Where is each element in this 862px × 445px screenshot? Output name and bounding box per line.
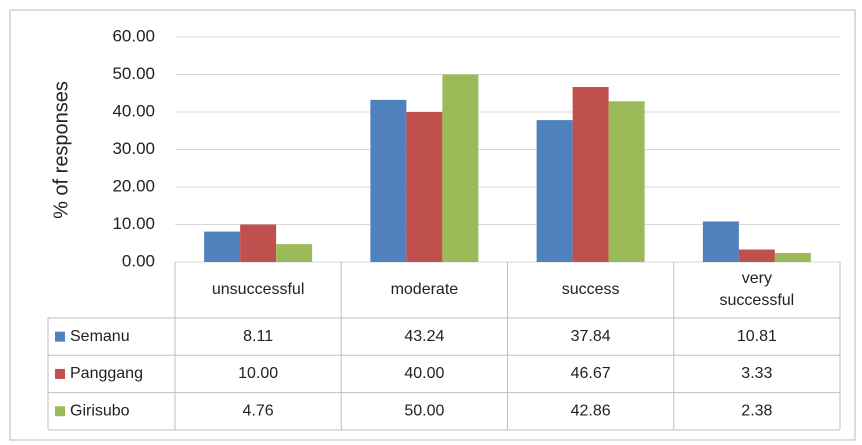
bar — [276, 244, 313, 262]
category-cell: success — [561, 281, 620, 298]
data-label: 40.00 — [404, 365, 444, 382]
bar — [738, 249, 775, 262]
data-label: 2.38 — [741, 402, 772, 419]
bar — [370, 99, 407, 262]
y-tick-label: 40.00 — [112, 101, 155, 120]
data-label: 8.11 — [243, 328, 273, 345]
y-axis-label: % of responses — [50, 81, 72, 219]
y-tick-label: 30.00 — [112, 139, 155, 158]
data-label: 46.67 — [571, 365, 611, 382]
bar — [702, 221, 739, 262]
category-cell: unsuccessful — [211, 281, 305, 298]
bar — [406, 112, 443, 262]
data-label: 37.84 — [571, 328, 611, 345]
category-cell: very successful — [719, 270, 795, 309]
x-tick-label: unsuccessful — [211, 281, 305, 298]
y-tick-label: 20.00 — [112, 176, 155, 195]
data-label: 4.76 — [243, 402, 274, 419]
legend-swatch — [55, 331, 65, 342]
bar — [774, 253, 811, 262]
bar — [240, 224, 277, 262]
x-tick-label: very successful — [719, 270, 795, 309]
y-tick-label: 10.00 — [112, 214, 155, 233]
data-label: 50.00 — [404, 402, 444, 419]
bar — [572, 86, 609, 262]
legend-label: Semanu — [70, 328, 130, 345]
data-label: 43.24 — [404, 328, 444, 345]
legend-label: Girisubo — [70, 402, 130, 419]
x-tick-label: success — [561, 281, 620, 298]
y-tick-label: 50.00 — [112, 64, 155, 83]
bar — [204, 231, 241, 262]
y-tick-label: 0.00 — [122, 251, 155, 270]
bar — [536, 120, 573, 262]
legend-swatch — [55, 406, 65, 417]
legend-swatch — [55, 368, 65, 379]
x-tick-label: moderate — [390, 281, 459, 298]
bar — [608, 101, 645, 263]
legend-label: Panggang — [70, 365, 143, 382]
data-label: 10.81 — [737, 328, 777, 345]
data-label: 10.00 — [238, 365, 278, 382]
bar — [442, 74, 479, 262]
y-tick-label: 60.00 — [112, 26, 155, 45]
category-cell: moderate — [390, 281, 459, 298]
data-label: 3.33 — [741, 365, 772, 382]
data-label: 42.86 — [571, 402, 611, 419]
